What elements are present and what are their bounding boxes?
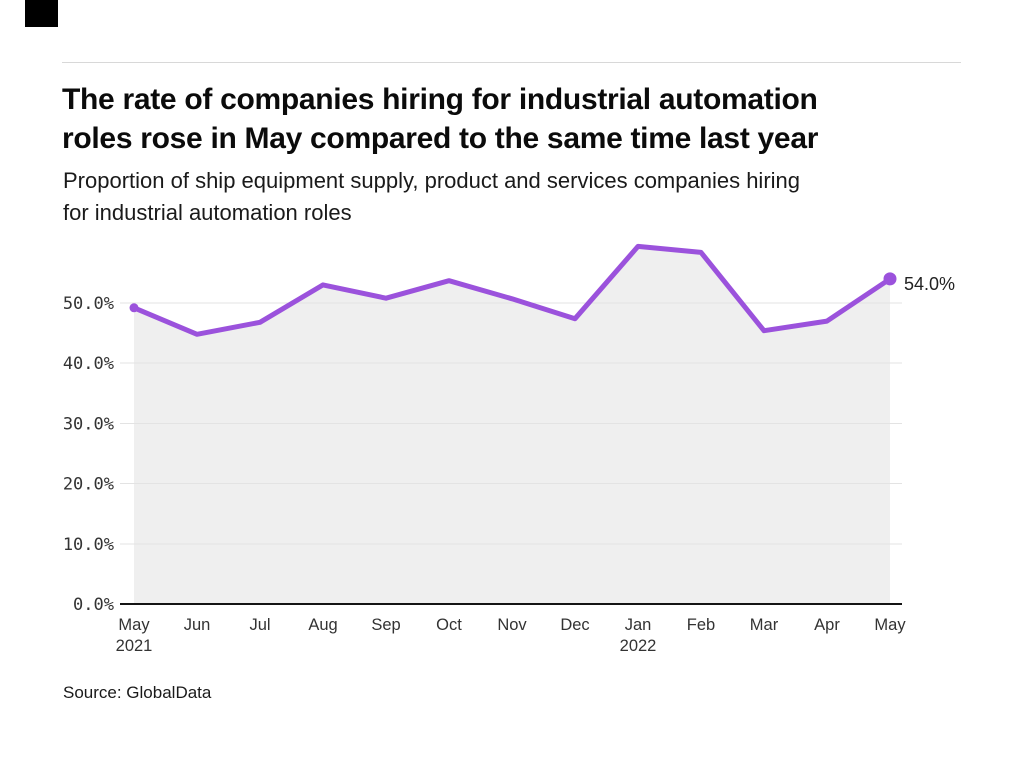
end-point-marker	[883, 272, 897, 286]
y-tick-label: 40.0%	[63, 354, 114, 374]
x-tick-label: Mar	[750, 616, 779, 634]
source-label: Source: GlobalData	[63, 683, 212, 702]
area-fill	[134, 246, 890, 604]
page-subtitle-line-2: for industrial automation roles	[63, 200, 352, 225]
y-tick-label: 10.0%	[63, 535, 114, 555]
x-tick-label: Sep	[371, 616, 400, 634]
x-tick-label: Aug	[308, 616, 337, 634]
x-tick-label: Apr	[814, 616, 840, 634]
page-subtitle-line-1: Proportion of ship equipment supply, pro…	[63, 168, 800, 193]
page-subtitle: Proportion of ship equipment supply, pro…	[63, 165, 1013, 229]
x-tick-label: Jan	[625, 616, 652, 634]
x-tick-label: Nov	[497, 616, 527, 634]
brand-mark	[25, 0, 58, 27]
x-tick-label: May	[118, 616, 150, 634]
x-tick-label: Oct	[436, 616, 462, 634]
year-label: 2022	[620, 637, 657, 655]
year-label: 2021	[116, 637, 153, 655]
x-tick-label: May	[874, 616, 906, 634]
trend-line	[131, 243, 893, 337]
y-tick-label: 0.0%	[73, 595, 114, 615]
page-title-line-2: roles rose in May compared to the same t…	[62, 122, 819, 155]
y-tick-label: 30.0%	[63, 414, 114, 434]
y-tick-label: 20.0%	[63, 475, 114, 495]
x-tick-label: Jul	[249, 616, 270, 634]
x-tick-label: Dec	[560, 616, 589, 634]
end-value-label: 54.0%	[904, 274, 955, 294]
page-title-line-1: The rate of companies hiring for industr…	[62, 83, 818, 116]
top-divider-rule	[62, 62, 961, 63]
x-tick-label: Feb	[687, 616, 715, 634]
start-point-marker	[129, 303, 139, 313]
page-title: The rate of companies hiring for industr…	[62, 80, 1002, 158]
x-tick-label: Jun	[184, 616, 211, 634]
y-tick-label: 50.0%	[63, 294, 114, 314]
